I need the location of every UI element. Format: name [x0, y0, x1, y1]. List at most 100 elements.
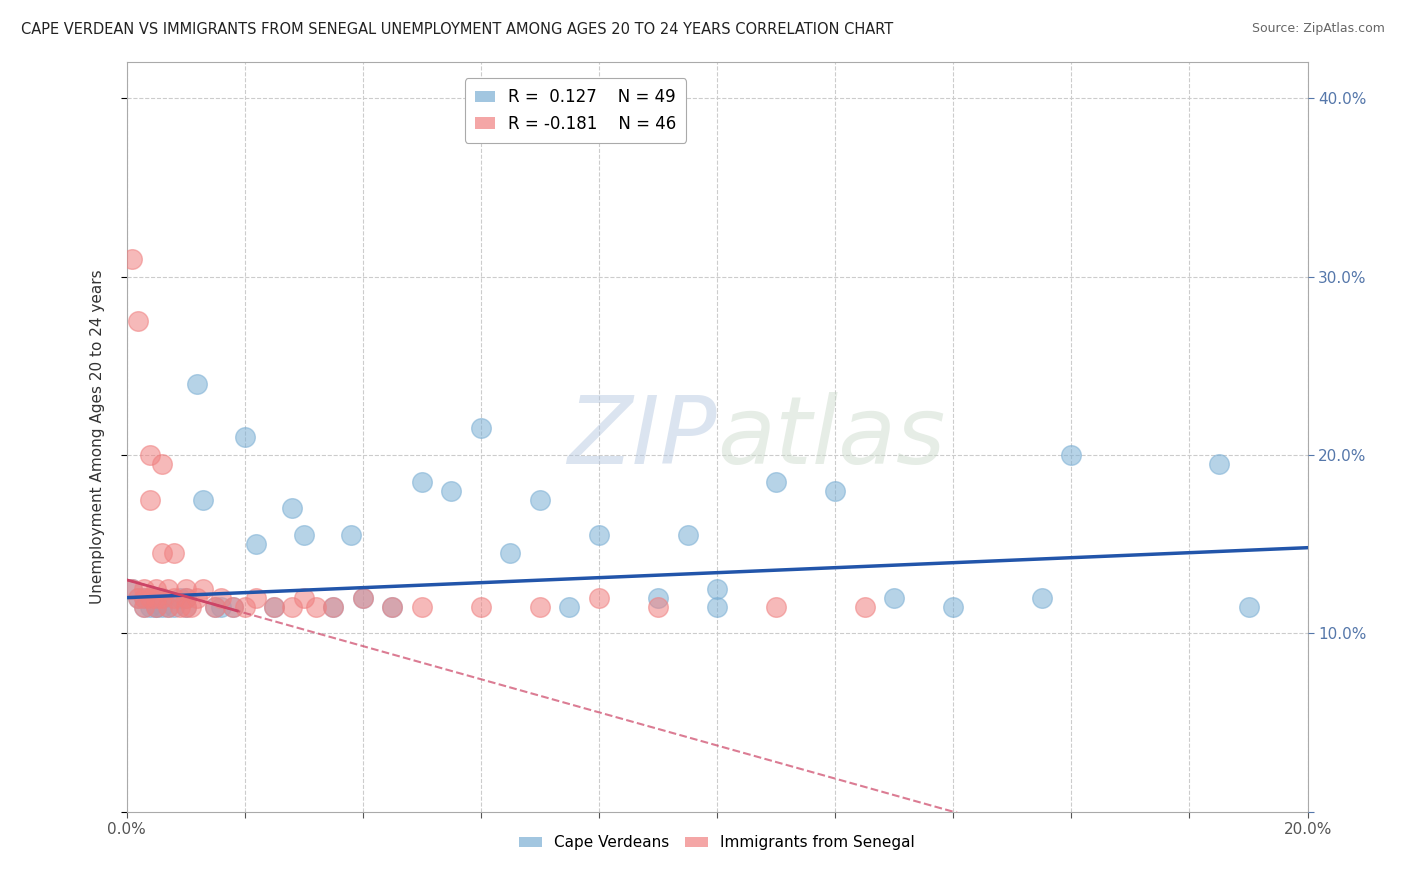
Point [174, 599, 197, 614]
Point [139, 492, 162, 507]
Point [381, 599, 404, 614]
Point [145, 591, 167, 605]
Point [121, 582, 143, 596]
Point [134, 591, 156, 605]
Point [163, 546, 186, 560]
Point [647, 599, 669, 614]
Point [411, 475, 433, 489]
Point [233, 599, 256, 614]
Point [765, 475, 787, 489]
Point [139, 591, 162, 605]
Point [1208, 457, 1230, 471]
Point [145, 599, 167, 614]
Point [1031, 591, 1053, 605]
Point [139, 591, 162, 605]
Point [169, 599, 191, 614]
Point [180, 599, 202, 614]
Point [186, 591, 208, 605]
Point [292, 528, 315, 542]
Point [134, 591, 156, 605]
Point [322, 599, 344, 614]
Point [381, 599, 404, 614]
Point [174, 591, 197, 605]
Point [150, 457, 173, 471]
Point [529, 599, 551, 614]
Point [145, 599, 167, 614]
Text: Source: ZipAtlas.com: Source: ZipAtlas.com [1251, 22, 1385, 36]
Point [150, 599, 173, 614]
Point [588, 591, 610, 605]
Point [647, 591, 669, 605]
Point [245, 537, 267, 551]
Point [193, 492, 215, 507]
Point [204, 599, 226, 614]
Point [322, 599, 344, 614]
Point [263, 599, 285, 614]
Point [765, 599, 787, 614]
Point [824, 483, 846, 498]
Point [352, 591, 374, 605]
Point [186, 376, 208, 391]
Point [174, 599, 197, 614]
Point [470, 599, 492, 614]
Point [706, 599, 728, 614]
Point [853, 599, 876, 614]
Point [411, 599, 433, 614]
Point [150, 591, 173, 605]
Point [204, 599, 226, 614]
Point [174, 591, 197, 605]
Point [529, 492, 551, 507]
Point [156, 599, 179, 614]
Point [281, 501, 304, 516]
Point [1060, 448, 1083, 462]
Legend: Cape Verdeans, Immigrants from Senegal: Cape Verdeans, Immigrants from Senegal [513, 830, 921, 856]
Point [440, 483, 463, 498]
Point [222, 599, 245, 614]
Point [156, 582, 179, 596]
Point [209, 599, 232, 614]
Point [163, 599, 186, 614]
Point [150, 546, 173, 560]
Point [145, 582, 167, 596]
Point [121, 252, 143, 266]
Point [139, 599, 162, 614]
Point [127, 314, 149, 328]
Text: atlas: atlas [717, 392, 945, 483]
Point [209, 591, 232, 605]
Point [139, 448, 162, 462]
Point [163, 591, 186, 605]
Point [127, 591, 149, 605]
Point [281, 599, 304, 614]
Point [942, 599, 965, 614]
Point [145, 591, 167, 605]
Point [263, 599, 285, 614]
Point [304, 599, 326, 614]
Point [292, 591, 315, 605]
Point [352, 591, 374, 605]
Point [499, 546, 522, 560]
Point [174, 582, 197, 596]
Point [156, 599, 179, 614]
Point [883, 591, 905, 605]
Point [127, 591, 149, 605]
Point [558, 599, 581, 614]
Point [150, 591, 173, 605]
Text: ZIP: ZIP [568, 392, 717, 483]
Point [134, 599, 156, 614]
Point [340, 528, 363, 542]
Point [134, 582, 156, 596]
Point [676, 528, 699, 542]
Point [588, 528, 610, 542]
Point [193, 582, 215, 596]
Point [1237, 599, 1260, 614]
Point [470, 421, 492, 435]
Point [134, 599, 156, 614]
Point [121, 582, 143, 596]
Point [222, 599, 245, 614]
Point [233, 430, 256, 444]
Point [169, 591, 191, 605]
Point [145, 599, 167, 614]
Point [706, 582, 728, 596]
Point [245, 591, 267, 605]
Text: CAPE VERDEAN VS IMMIGRANTS FROM SENEGAL UNEMPLOYMENT AMONG AGES 20 TO 24 YEARS C: CAPE VERDEAN VS IMMIGRANTS FROM SENEGAL … [21, 22, 893, 37]
